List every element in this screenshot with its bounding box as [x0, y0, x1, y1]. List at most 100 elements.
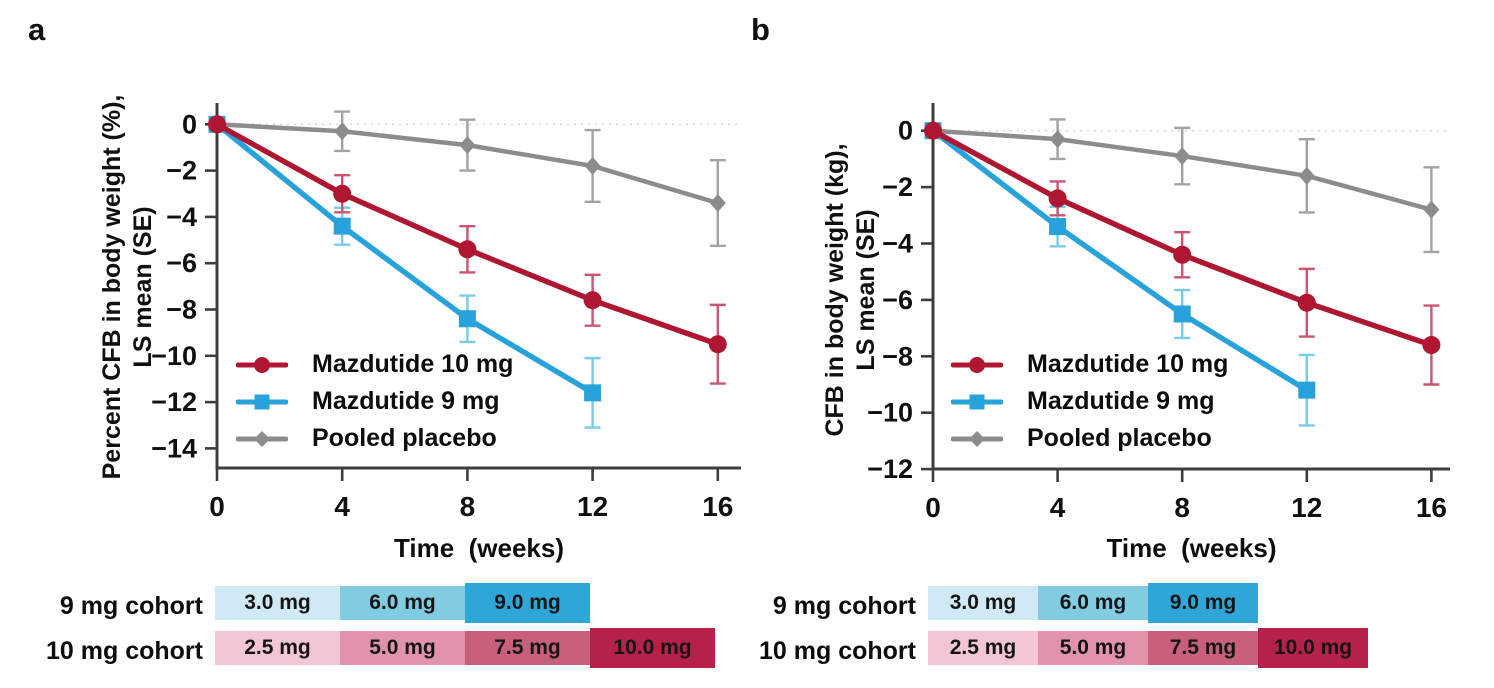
- y-tick-label: 0: [898, 116, 913, 146]
- data-point-marker-mazdutide-9-mg: [1049, 218, 1067, 236]
- data-point-marker-mazdutide-10-mg: [583, 291, 602, 310]
- line-diamond-marker-icon: [236, 430, 288, 447]
- legend-label: Mazdutide 10 mg: [312, 350, 514, 378]
- data-point-marker-pooled-placebo: [1298, 166, 1315, 185]
- legend-item-mazdutide-9mg: Mazdutide 9 mg: [951, 383, 1228, 420]
- dose-segment-2-5-mg: 2.5 mg: [215, 631, 340, 665]
- data-point-marker-mazdutide-10-mg: [1422, 336, 1441, 355]
- x-tick-label: 4: [334, 491, 350, 522]
- series-line-mazdutide-9-mg: [214, 121, 596, 396]
- dose-segment-10-0-mg: 10.0 mg: [590, 628, 715, 668]
- data-point-marker-mazdutide-9-mg: [1173, 305, 1191, 323]
- dose-row-10-mg-cohort: 2.5 mg 5.0 mg 7.5 mg 10.0 mg: [928, 628, 1368, 668]
- legend: Mazdutide 10 mg Mazdutide 9 mg Pooled pl…: [951, 346, 1228, 457]
- dose-segments: 3.0 mg 6.0 mg 9.0 mg: [928, 583, 1258, 623]
- data-point-marker-mazdutide-10-mg: [208, 115, 226, 134]
- y-tick-label: −12: [867, 454, 913, 484]
- dose-cohort-label: 10 mg cohort: [759, 637, 916, 665]
- x-axis-title: Time (weeks): [393, 533, 565, 563]
- chart-a: 0 −2 −4 −6 −8 −10 −12 −14 0 4 8 12 16: [151, 103, 741, 522]
- dose-segment-2-5-mg: 2.5 mg: [928, 631, 1038, 665]
- dose-row-10-mg-cohort: 2.5 mg 5.0 mg 7.5 mg 10.0 mg: [215, 628, 715, 668]
- dose-segments: 2.5 mg 5.0 mg 7.5 mg 10.0 mg: [215, 628, 715, 668]
- chart-b: 0 −2 −4 −6 −8 −10 −12 0 4 8 12 16: [867, 103, 1450, 523]
- dose-segment-5-0-mg: 5.0 mg: [1038, 631, 1148, 665]
- legend-label: Mazdutide 9 mg: [312, 387, 500, 415]
- x-tick-label: 8: [460, 491, 476, 522]
- x-tick-label: 8: [1174, 492, 1190, 523]
- data-point-marker-mazdutide-10-mg: [708, 335, 727, 354]
- legend-label: Pooled placebo: [312, 424, 497, 452]
- y-tick-label: −10: [867, 398, 913, 428]
- data-point-marker-mazdutide-9-mg: [584, 384, 602, 402]
- dose-row-9-mg-cohort: 3.0 mg 6.0 mg 9.0 mg: [215, 583, 590, 623]
- line-diamond-marker-icon: [951, 430, 1003, 447]
- y-tick-label: −14: [151, 433, 197, 463]
- data-point-marker-mazdutide-9-mg: [1298, 381, 1316, 399]
- data-point-marker-mazdutide-10-mg: [458, 240, 477, 259]
- line-circle-marker-icon: [951, 356, 1003, 373]
- dose-segment-10-0-mg: 10.0 mg: [1258, 628, 1368, 668]
- data-point-marker-mazdutide-10-mg: [924, 121, 942, 140]
- legend-label: Mazdutide 9 mg: [1027, 387, 1215, 415]
- dose-segment-6-0-mg: 6.0 mg: [340, 586, 465, 620]
- y-tick-label: −4: [166, 202, 197, 232]
- legend-label: Mazdutide 10 mg: [1027, 350, 1229, 378]
- series-mazdutide-10-mg: [208, 115, 727, 385]
- x-tick-label: 12: [1291, 492, 1322, 523]
- data-point-marker-mazdutide-10-mg: [1173, 245, 1192, 264]
- data-point-marker-pooled-placebo: [1174, 147, 1191, 166]
- y-tick-label: −8: [882, 341, 913, 371]
- legend-square-marker: [969, 394, 985, 409]
- y-tick-label: 0: [182, 109, 197, 139]
- data-point-marker-pooled-placebo: [459, 136, 476, 155]
- y-tick-label: −12: [151, 387, 197, 417]
- dose-cohort-label: 9 mg cohort: [59, 592, 203, 620]
- panel-b-label: b: [751, 12, 770, 47]
- x-axis-title: Time (weeks): [1106, 533, 1277, 563]
- dose-segment-7-5-mg: 7.5 mg: [1148, 631, 1258, 665]
- legend: Mazdutide 10 mg Mazdutide 9 mg Pooled pl…: [236, 346, 513, 457]
- dose-segment-7-5-mg: 7.5 mg: [465, 631, 590, 665]
- y-tick-label: −4: [882, 229, 913, 259]
- dose-segment-9-0-mg: 9.0 mg: [465, 583, 590, 623]
- data-point-marker-pooled-placebo: [334, 122, 351, 141]
- dose-segments: 3.0 mg 6.0 mg 9.0 mg: [215, 583, 590, 623]
- data-point-marker-mazdutide-9-mg: [458, 310, 476, 328]
- legend-diamond-marker: [969, 430, 985, 447]
- line-circle-marker-icon: [236, 356, 288, 373]
- data-point-marker-pooled-placebo: [1049, 130, 1066, 149]
- x-tick-label: 12: [577, 491, 608, 522]
- data-point-marker-mazdutide-10-mg: [1297, 293, 1316, 312]
- series-mazdutide-10-mg: [924, 121, 1441, 386]
- data-point-marker-mazdutide-10-mg: [1048, 189, 1067, 208]
- x-tick-label: 0: [925, 492, 941, 523]
- legend-item-mazdutide-9mg: Mazdutide 9 mg: [236, 383, 513, 420]
- data-point-marker-mazdutide-9-mg: [333, 217, 351, 235]
- legend-item-mazdutide-10mg: Mazdutide 10 mg: [236, 346, 513, 383]
- y-tick-label: −8: [166, 295, 197, 325]
- dose-cohort-label: 9 mg cohort: [772, 592, 916, 620]
- dose-segments: 2.5 mg 5.0 mg 7.5 mg 10.0 mg: [928, 628, 1368, 668]
- legend-circle-marker: [969, 356, 985, 373]
- panel-b: b CFB in body weight (kg), LS mean (SE) …: [747, 0, 1494, 688]
- dose-row-9-mg-cohort: 3.0 mg 6.0 mg 9.0 mg: [928, 583, 1258, 623]
- legend-diamond-marker: [254, 430, 270, 447]
- legend-item-mazdutide-10mg: Mazdutide 10 mg: [951, 346, 1228, 383]
- x-tick-label: 16: [702, 491, 733, 522]
- line-square-marker-icon: [236, 394, 288, 409]
- dose-segment-3-0-mg: 3.0 mg: [215, 586, 340, 620]
- series-line-mazdutide-9-mg: [930, 127, 1310, 393]
- legend-label: Pooled placebo: [1027, 424, 1212, 452]
- x-tick-label: 0: [209, 491, 225, 522]
- x-tick-label: 4: [1050, 492, 1066, 523]
- data-point-marker-pooled-placebo: [1423, 200, 1440, 219]
- legend-item-pooled-placebo: Pooled placebo: [951, 420, 1228, 457]
- dose-segment-6-0-mg: 6.0 mg: [1038, 586, 1148, 620]
- dose-segment-5-0-mg: 5.0 mg: [340, 631, 465, 665]
- dose-segment-9-0-mg: 9.0 mg: [1148, 583, 1258, 623]
- legend-circle-marker: [254, 356, 270, 373]
- y-tick-label: −2: [882, 172, 913, 202]
- y-tick-label: −6: [882, 285, 913, 315]
- dose-cohort-label: 10 mg cohort: [46, 637, 203, 665]
